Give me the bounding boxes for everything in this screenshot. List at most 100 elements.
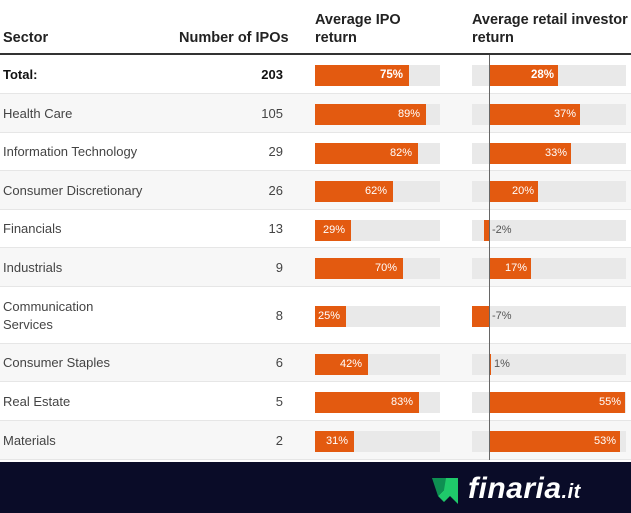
sector-name: Consumer Staples — [3, 355, 110, 370]
ipo-count: 29 — [268, 144, 283, 159]
ipo-count: 8 — [275, 308, 283, 323]
ipo-count: 2 — [275, 433, 283, 448]
sector-name: Industrials — [3, 260, 63, 275]
retail-return-bar — [489, 181, 538, 202]
ipo-return-track: 89% — [315, 104, 440, 125]
retail-return-track: 20% — [472, 181, 626, 202]
retail-return-bar — [489, 65, 558, 86]
row-divider — [0, 381, 631, 382]
ipo-return-bar — [315, 143, 418, 164]
ipo-return-track: 82% — [315, 143, 440, 164]
retail-return-label: 33% — [544, 147, 567, 159]
table-row: Communication Services 8 25% -7% — [0, 287, 631, 344]
ipo-return-bar — [315, 306, 346, 327]
ipo-return-label: 62% — [364, 185, 387, 197]
ipo-count: 5 — [275, 394, 283, 409]
ipo-return-label: 83% — [390, 396, 413, 408]
header-ipo-return-line2: return — [315, 30, 357, 46]
ipo-return-track: 25% — [315, 306, 440, 327]
ipo-return-label: 82% — [389, 147, 412, 159]
sector-name: Financials — [3, 221, 62, 236]
header-retail-return-line1: Average retail investor — [472, 12, 628, 28]
ipo-return-track: 42% — [315, 354, 440, 375]
sector-name: Information Technology — [3, 144, 138, 159]
retail-return-track: 28% — [472, 65, 626, 86]
header-sector: Sector — [3, 30, 49, 46]
retail-return-label: 37% — [553, 108, 576, 120]
finaria-wordmark: finaria.it — [468, 470, 581, 511]
row-divider — [0, 343, 631, 344]
retail-return-label: 55% — [598, 396, 621, 408]
table-row: Materials 2 31% 53% — [0, 421, 631, 460]
ipo-return-track: 75% — [315, 65, 440, 86]
retail-return-label: 53% — [593, 435, 616, 447]
ipo-return-track: 70% — [315, 258, 440, 279]
ipo-return-bar — [315, 431, 354, 452]
retail-return-label: -2% — [492, 224, 512, 236]
sector-name: Total: — [3, 67, 38, 82]
sector-name: Communication Services — [3, 299, 94, 332]
table-row: Health Care 105 89% 37% — [0, 94, 631, 133]
ipo-return-bar — [315, 392, 419, 413]
retail-return-label: -7% — [492, 310, 512, 322]
ipo-return-label: 70% — [374, 262, 397, 274]
header-divider — [0, 53, 631, 55]
brand-tld: .it — [561, 481, 581, 503]
ipo-count: 26 — [268, 183, 283, 198]
header-ipo-return-line1: Average IPO — [315, 12, 401, 28]
retail-return-label: 17% — [504, 262, 527, 274]
header-retail-return-line2: return — [472, 30, 514, 46]
retail-return-bar — [489, 392, 625, 413]
ipo-return-bar — [315, 354, 368, 375]
ipo-return-track: 29% — [315, 220, 440, 241]
ipo-count: 13 — [268, 221, 283, 236]
ipo-return-label: 42% — [339, 358, 362, 370]
table-row: Consumer Discretionary 26 62% 20% — [0, 171, 631, 210]
finaria-logo: finaria.it — [430, 472, 620, 508]
retail-return-track: 17% — [472, 258, 626, 279]
ipo-count: 203 — [261, 67, 283, 82]
header-ipo-return: Average IPO return — [315, 11, 401, 47]
ipo-count: 105 — [261, 106, 283, 121]
retail-return-bar — [489, 258, 531, 279]
retail-return-bar — [489, 143, 571, 164]
footer-banner: finaria.it — [0, 462, 631, 513]
retail-return-track: 33% — [472, 143, 626, 164]
retail-return-bar — [484, 220, 489, 241]
row-divider — [0, 132, 631, 133]
ipo-return-track: 83% — [315, 392, 440, 413]
retail-return-track: 53% — [472, 431, 626, 452]
sector-name: Health Care — [3, 106, 73, 121]
row-divider — [0, 286, 631, 287]
retail-return-bar — [489, 354, 491, 375]
table-row: Real Estate 5 83% 55% — [0, 382, 631, 421]
row-divider — [0, 247, 631, 248]
ipo-return-bar — [315, 220, 351, 241]
ipo-return-label: 31% — [325, 435, 348, 447]
sector-name: Consumer Discretionary — [3, 183, 143, 198]
sector-name: Materials — [3, 433, 56, 448]
retail-return-label: 20% — [511, 185, 534, 197]
ipo-return-label: 89% — [397, 108, 420, 120]
retail-return-track: -7% — [472, 306, 626, 327]
retail-return-track: -2% — [472, 220, 626, 241]
ipo-return-bar — [315, 65, 409, 86]
retail-return-bar — [472, 306, 489, 327]
ipo-count: 9 — [275, 260, 283, 275]
total-row: Total: 203 75% 28% — [0, 55, 631, 94]
ipo-return-track: 62% — [315, 181, 440, 202]
retail-return-label: 1% — [494, 358, 510, 370]
retail-return-track: 1% — [472, 354, 626, 375]
ipo-return-bar — [315, 104, 426, 125]
row-divider — [0, 420, 631, 421]
row-divider — [0, 93, 631, 94]
header-retail-return: Average retail investor return — [472, 11, 628, 47]
row-divider — [0, 209, 631, 210]
table-row: Consumer Staples 6 42% 1% — [0, 344, 631, 382]
sector-name: Real Estate — [3, 394, 71, 409]
retail-return-bar — [489, 431, 620, 452]
row-divider — [0, 170, 631, 171]
retail-return-track: 37% — [472, 104, 626, 125]
retail-return-label: 28% — [530, 69, 554, 81]
header-number-of-ipos: Number of IPOs — [179, 30, 289, 46]
